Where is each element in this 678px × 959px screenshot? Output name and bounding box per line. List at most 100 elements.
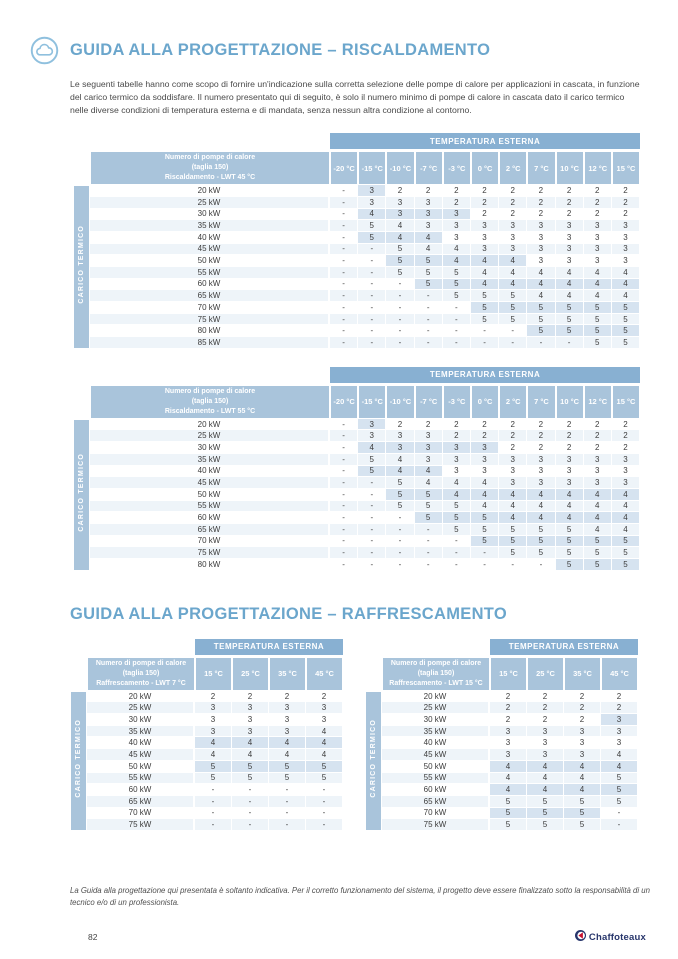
table-cell: 3 [527, 725, 564, 738]
table-cell: 3 [232, 725, 269, 738]
table-cell: - [386, 559, 415, 571]
table-cell: 2 [414, 418, 443, 431]
row-label: 70 kW [90, 302, 330, 314]
table-cell: 3 [414, 430, 443, 443]
table-cell: - [414, 302, 443, 314]
table-cell: 4 [564, 760, 601, 773]
table-row: 35 kW 3 3 3 4 [70, 725, 343, 738]
table-cell: 2 [527, 430, 556, 443]
table-cell: 5 [527, 325, 556, 338]
table-cell: 2 [470, 208, 500, 221]
column-header-row: Numero di pompe di calore (taglia 150) Raf… [70, 656, 343, 691]
table-cell: 2 [499, 430, 528, 443]
table-cell: 4 [527, 290, 556, 303]
table-cell: 5 [414, 500, 443, 513]
table-cell: 3 [470, 465, 500, 478]
table-cell: - [386, 512, 415, 524]
table-cell: 4 [527, 500, 556, 513]
table-row: 50 kW - -5 5 4 4 4 4 4 4 4 [73, 488, 641, 501]
table-cell: - [330, 255, 359, 267]
table-cell: 5 [442, 512, 471, 524]
column-header: 12 °C [583, 384, 612, 419]
page-footer: 82 Chaffoteaux [88, 928, 646, 946]
table-cell: 3 [195, 714, 232, 726]
row-label: 35 kW [90, 453, 330, 466]
table-cell: 5 [442, 290, 471, 303]
table-cell: 3 [442, 453, 471, 466]
table-cell: - [330, 523, 359, 536]
table-cell: 4 [386, 220, 415, 232]
row-label: 40 kW [90, 465, 330, 478]
table-cell: 3 [490, 749, 527, 761]
table-cell: 5 [442, 278, 471, 291]
table-cell: - [269, 795, 306, 808]
table-cell: 5 [611, 313, 641, 326]
column-header: 35 °C [564, 656, 601, 691]
table-cell: 4 [386, 465, 415, 478]
table-row: 75 kW - - - - [70, 819, 343, 831]
table-row: 75 kW - - - - - -5 5 5 5 5 [73, 547, 641, 560]
table-cell: - [386, 278, 415, 291]
row-label: 45 kW [382, 749, 490, 761]
table-row: 30 kW 3 3 3 3 [70, 714, 343, 726]
row-label: 70 kW [382, 807, 490, 820]
table-cell: 5 [583, 337, 612, 349]
table-cell: 4 [583, 523, 612, 536]
table-cell: - [330, 500, 359, 513]
column-header: 0 °C [470, 384, 500, 419]
table-cell: 5 [583, 325, 612, 338]
table-cell: 3 [490, 737, 527, 750]
table-cell: 5 [499, 290, 528, 303]
row-label: 65 kW [90, 290, 330, 303]
table-cell: 5 [269, 772, 306, 785]
table-cell: 5 [611, 559, 641, 571]
table-cell: 5 [386, 477, 415, 489]
table-cell: 3 [527, 453, 556, 466]
table-cell: - [601, 807, 638, 820]
table-cell: 5 [470, 523, 500, 536]
table-cell: 3 [527, 255, 556, 267]
column-header: 2 °C [499, 384, 528, 419]
table-cell: 5 [470, 313, 500, 326]
table-cell: 5 [555, 313, 584, 326]
table-cell: 3 [564, 749, 601, 761]
table-cell: 4 [232, 749, 269, 761]
row-label: 20 kW [87, 690, 195, 703]
row-label: 30 kW [90, 442, 330, 454]
table-cell: - [358, 477, 387, 489]
table-cell: 2 [470, 430, 500, 443]
table-cell: 2 [611, 418, 641, 431]
table-cell: 4 [583, 266, 612, 279]
table-cell: 3 [499, 453, 528, 466]
table-cell: 3 [470, 453, 500, 466]
table-cell: - [499, 337, 528, 349]
table-cell: 3 [499, 477, 528, 489]
table-cell: 4 [386, 453, 415, 466]
row-label: 75 kW [90, 547, 330, 560]
table-row: 70 kW - - - - -5 5 5 5 5 5 [73, 535, 641, 548]
table-cell: 3 [527, 749, 564, 761]
table-cell: 3 [306, 714, 343, 726]
table-cell: - [232, 819, 269, 831]
row-label: 70 kW [87, 807, 195, 820]
table-cell: 5 [499, 313, 528, 326]
table-row: 30 kW -4 3 3 3 2 2 2 2 2 2 [73, 208, 641, 221]
table-cell: - [358, 325, 387, 338]
table-cell: 3 [499, 465, 528, 478]
table-cell: 4 [442, 477, 471, 489]
table-row: 50 kW 5 5 5 5 [70, 760, 343, 773]
table-cell: 3 [499, 231, 528, 244]
table-cell: - [306, 819, 343, 831]
table-cell: 4 [499, 512, 528, 524]
column-header: 45 °C [601, 656, 638, 691]
table-cell: - [601, 819, 638, 831]
table-cell: 2 [527, 714, 564, 726]
table-cell: 5 [611, 337, 641, 349]
table-cell: 2 [490, 690, 527, 703]
table-cell: - [470, 547, 500, 560]
temperatura-esterna-band: TEMPERATURA ESTERNA [330, 133, 641, 152]
table-cell: 5 [527, 523, 556, 536]
table-cell: 3 [555, 453, 584, 466]
table-cell: 3 [470, 231, 500, 244]
carico-termico-label: CARICO TERMICO [70, 690, 87, 831]
